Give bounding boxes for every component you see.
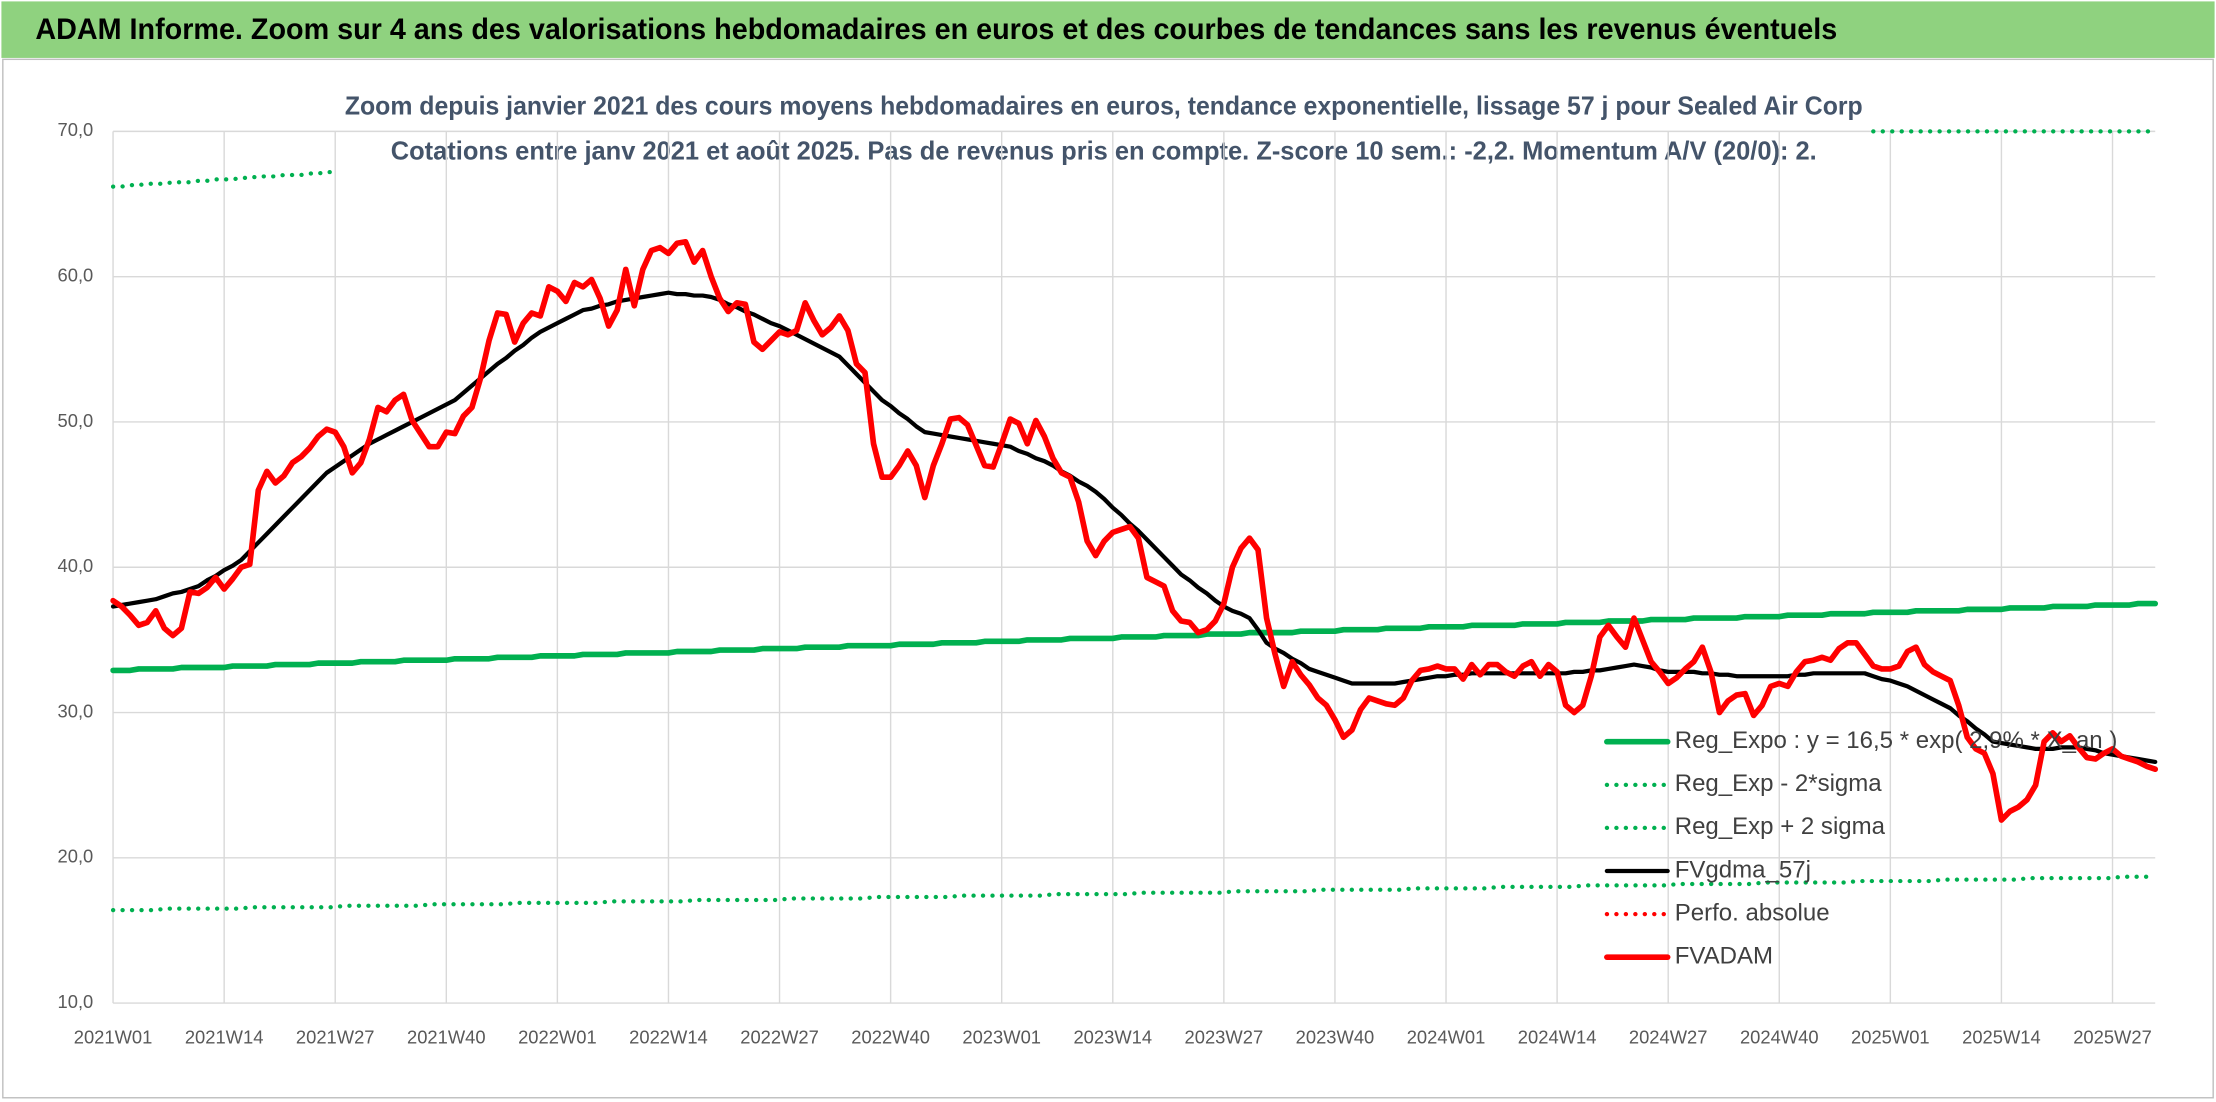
chart-border [2,58,2214,1099]
legend-label: FVADAM [1675,943,1773,970]
legend-label: Perfo. absolue [1675,899,1830,926]
series-line [110,600,2159,674]
x-tick-label: 2024W14 [1518,1026,1597,1047]
y-tick-label: 10,0 [58,991,94,1012]
x-tick-label: 2022W40 [851,1026,930,1047]
x-tick-label: 2024W01 [1407,1026,1486,1047]
x-tick-label: 2023W27 [1185,1026,1264,1047]
series-line [110,238,2159,823]
x-tick-label: 2021W27 [296,1026,375,1047]
x-tick-label: 2021W01 [74,1026,153,1047]
y-tick-label: 70,0 [58,119,94,140]
legend: Reg_Expo : y = 16,5 * exp( 2,9% * X_an )… [1604,727,2118,970]
y-tick-label: 40,0 [58,555,94,576]
x-tick-label: 2023W01 [962,1026,1041,1047]
y-tick-label: 50,0 [58,410,94,431]
x-tick-label: 2022W01 [518,1026,597,1047]
x-tick-label: 2025W14 [1962,1026,2041,1047]
x-tick-label: 2023W14 [1073,1026,1152,1047]
x-tick-label: 2021W14 [185,1026,264,1047]
x-tick-label: 2025W27 [2073,1026,2152,1047]
series-line [110,874,2158,913]
x-tick-label: 2024W40 [1740,1026,1819,1047]
header-bar [1,1,2215,58]
x-tick-label: 2021W40 [407,1026,486,1047]
series-line [110,290,2158,765]
y-tick-label: 30,0 [58,700,94,721]
x-tick-label: 2025W01 [1851,1026,1930,1047]
x-tick-label: 2024W27 [1629,1026,1708,1047]
header-title: ADAM Informe. Zoom sur 4 ans des valoris… [35,13,1837,46]
x-tick-label: 2022W14 [629,1026,708,1047]
chart-subtitle: Cotations entre janv 2021 et août 2025. … [391,135,1817,165]
x-tick-label: 2022W27 [740,1026,819,1047]
legend-label: Reg_Exp - 2*sigma [1675,770,1883,797]
y-tick-label: 60,0 [58,265,94,286]
chart-title: Zoom depuis janvier 2021 des cours moyen… [345,90,1863,120]
legend-label: Reg_Exp + 2 sigma [1675,813,1886,840]
y-tick-label: 20,0 [58,846,94,867]
series-line [110,129,2158,189]
grid: 10,0 20,0 30,0 40,0 50,0 60,0 70,0 2021W01 2021W… [58,119,2156,1047]
x-tick-label: 2023W40 [1296,1026,1375,1047]
plot-area [110,129,2159,913]
legend-label: Reg_Expo : y = 16,5 * exp( 2,9% * X_an ) [1675,727,2118,754]
legend-label: FVgdma_57j [1675,856,1811,883]
